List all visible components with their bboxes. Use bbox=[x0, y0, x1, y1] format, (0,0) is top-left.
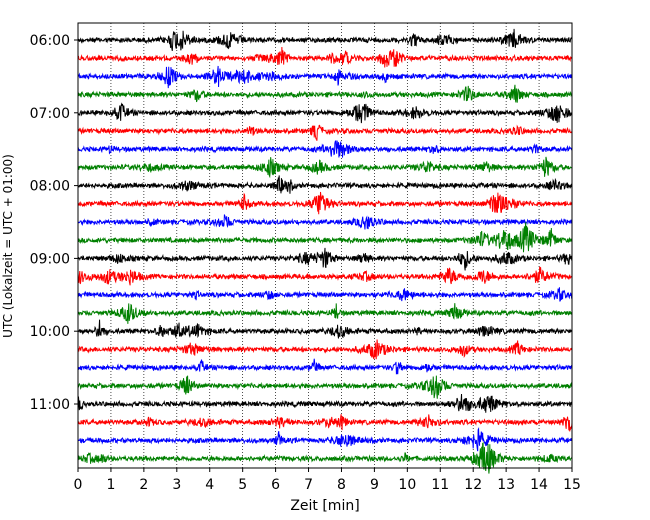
y-axis-ticks: 06:00 07:00 08:00 09:00 10:00 11:00 bbox=[30, 33, 78, 413]
trace-row-0845 bbox=[77, 222, 573, 253]
x-tick-label: 9 bbox=[370, 477, 379, 493]
y-axis-label: UTC (Lokalzeit = UTC + 01:00) bbox=[1, 154, 15, 338]
trace-row-0645 bbox=[77, 84, 573, 103]
trace-row-0630 bbox=[77, 65, 573, 89]
trace-row-0815 bbox=[77, 191, 573, 215]
trace-row-0700 bbox=[77, 102, 573, 124]
y-tick-label: 11:00 bbox=[30, 397, 70, 413]
trace-row-0715 bbox=[77, 124, 573, 141]
y-tick-label: 08:00 bbox=[30, 179, 70, 195]
trace-row-1015 bbox=[77, 339, 573, 360]
x-axis-label: Zeit [min] bbox=[290, 498, 359, 514]
trace-row-1100 bbox=[77, 393, 573, 413]
y-tick-label: 07:00 bbox=[30, 106, 70, 122]
trace-row-0830 bbox=[77, 214, 573, 230]
trace-row-0900 bbox=[77, 247, 573, 271]
y-tick-label: 06:00 bbox=[30, 33, 70, 49]
trace-row-0945 bbox=[77, 303, 573, 324]
trace-row-1045 bbox=[77, 375, 573, 399]
x-tick-label: 0 bbox=[74, 477, 83, 493]
trace-row-0800 bbox=[77, 175, 573, 194]
x-tick-label: 12 bbox=[464, 477, 482, 493]
trace-row-1000 bbox=[77, 319, 573, 339]
y-tick-label: 09:00 bbox=[30, 251, 70, 267]
trace-row-0930 bbox=[77, 287, 573, 302]
trace-row-1145 bbox=[77, 441, 573, 474]
x-tick-label: 14 bbox=[530, 477, 548, 493]
trace-row-1030 bbox=[77, 358, 573, 375]
x-tick-label: 11 bbox=[431, 477, 449, 493]
trace-row-0600 bbox=[77, 28, 573, 51]
x-axis-ticks: 0 1 2 3 4 5 6 7 8 9 10 11 12 13 14 15 bbox=[74, 468, 581, 493]
x-tick-label: 15 bbox=[563, 477, 581, 493]
y-tick-label: 10:00 bbox=[30, 324, 70, 340]
trace-row-0915 bbox=[77, 266, 573, 286]
x-gridlines bbox=[110, 23, 540, 468]
x-tick-label: 8 bbox=[337, 477, 346, 493]
plot-frame bbox=[77, 22, 573, 469]
x-tick-label: 4 bbox=[205, 477, 214, 493]
trace-row-1130 bbox=[77, 427, 573, 452]
x-tick-label: 6 bbox=[271, 477, 280, 493]
x-tick-label: 7 bbox=[304, 477, 313, 493]
x-tick-label: 5 bbox=[238, 477, 247, 493]
trace-row-0730 bbox=[77, 140, 573, 158]
trace-row-1115 bbox=[77, 414, 573, 432]
trace-row-0615 bbox=[77, 47, 573, 68]
x-tick-label: 3 bbox=[172, 477, 181, 493]
x-tick-label: 1 bbox=[106, 477, 115, 493]
x-tick-label: 2 bbox=[139, 477, 148, 493]
x-tick-label: 13 bbox=[497, 477, 515, 493]
trace-row-0745 bbox=[77, 156, 573, 179]
seismogram-traces bbox=[77, 28, 573, 474]
x-tick-label: 10 bbox=[398, 477, 416, 493]
